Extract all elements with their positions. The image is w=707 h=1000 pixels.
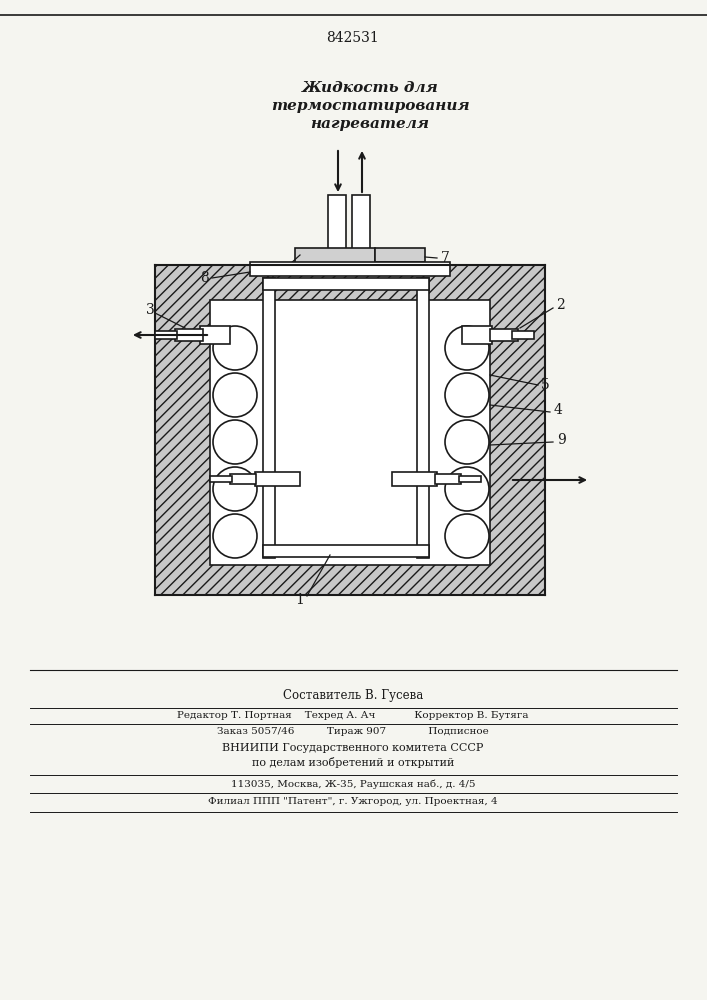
Bar xyxy=(250,262,450,276)
Circle shape xyxy=(445,373,489,417)
Bar xyxy=(210,476,232,482)
Text: 1: 1 xyxy=(296,593,305,607)
Bar xyxy=(462,326,492,344)
Text: 2: 2 xyxy=(556,298,564,312)
Bar xyxy=(155,265,545,595)
Bar xyxy=(255,472,300,486)
Circle shape xyxy=(445,420,489,464)
Text: 113035, Москва, Ж-35, Раушская наб., д. 4/5: 113035, Москва, Ж-35, Раушская наб., д. … xyxy=(230,779,475,789)
Bar xyxy=(200,326,230,344)
Bar xyxy=(155,331,177,339)
Bar xyxy=(392,472,437,486)
Text: 4: 4 xyxy=(554,403,563,417)
Text: 9: 9 xyxy=(558,433,566,447)
Text: 7: 7 xyxy=(440,251,450,265)
Bar xyxy=(417,278,429,558)
Bar xyxy=(375,248,425,262)
Text: по делам изобретений и открытий: по делам изобретений и открытий xyxy=(252,758,454,768)
Circle shape xyxy=(213,326,257,370)
Circle shape xyxy=(213,467,257,511)
Bar xyxy=(263,545,429,557)
Text: ВНИИПИ Государственного комитета СССР: ВНИИПИ Государственного комитета СССР xyxy=(222,743,484,753)
Text: Составитель В. Гусева: Составитель В. Гусева xyxy=(283,688,423,702)
Text: нагревателя: нагревателя xyxy=(310,117,429,131)
Text: 5: 5 xyxy=(541,378,549,392)
Bar xyxy=(435,474,461,484)
Bar xyxy=(352,195,370,250)
Bar xyxy=(295,248,375,266)
Bar xyxy=(459,476,481,482)
Text: Заказ 5057/46          Тираж 907             Подписное: Заказ 5057/46 Тираж 907 Подписное xyxy=(217,728,489,736)
Text: Редактор Т. Портная    Техред А. Ач            Корректор В. Бутяга: Редактор Т. Портная Техред А. Ач Коррект… xyxy=(177,712,529,720)
Bar xyxy=(175,329,203,341)
Bar xyxy=(512,331,534,339)
Bar xyxy=(210,300,490,565)
Text: 3: 3 xyxy=(146,303,154,317)
Bar xyxy=(490,329,518,341)
Text: 8: 8 xyxy=(201,271,209,285)
Circle shape xyxy=(213,514,257,558)
Circle shape xyxy=(445,467,489,511)
Text: 842531: 842531 xyxy=(327,31,380,45)
Circle shape xyxy=(213,420,257,464)
Circle shape xyxy=(445,326,489,370)
Bar xyxy=(230,474,256,484)
Text: Жидкость для: Жидкость для xyxy=(302,81,438,95)
Bar xyxy=(263,278,275,558)
Bar xyxy=(263,278,429,290)
Circle shape xyxy=(445,514,489,558)
Text: Филиал ППП "Патент", г. Ужгород, ул. Проектная, 4: Филиал ППП "Патент", г. Ужгород, ул. Про… xyxy=(208,798,498,806)
Circle shape xyxy=(213,373,257,417)
Text: термостатирования: термостатирования xyxy=(271,99,469,113)
Bar xyxy=(328,195,346,250)
Text: 6: 6 xyxy=(266,268,274,282)
